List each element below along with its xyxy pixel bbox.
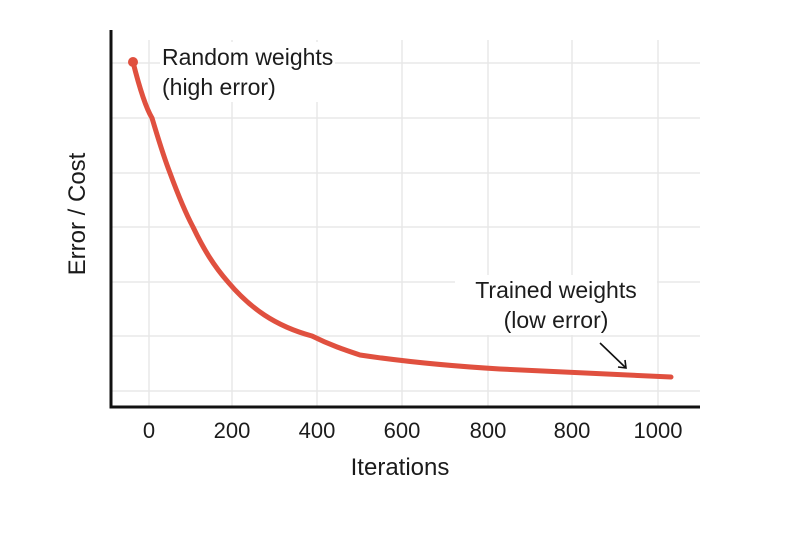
annotation-trained-line2: (low error)	[503, 307, 609, 333]
error-curve	[130, 59, 674, 380]
annotation-trained-line1: Trained weights	[475, 277, 637, 303]
annotation-random-line2: (high error)	[162, 74, 276, 100]
x-tick-800: 800	[469, 418, 507, 443]
x-axis-label: Iterations	[350, 454, 450, 481]
start-point-marker	[128, 57, 138, 67]
annotation-random-weights: Random weights (high error)	[160, 42, 336, 102]
grid	[111, 40, 700, 407]
x-tick-800-b: 800	[553, 418, 591, 443]
x-tick-1000: 1000	[633, 418, 683, 443]
annotation-trained-weights: Trained weights (low error)	[455, 275, 657, 335]
x-tick-200: 200	[213, 418, 251, 443]
x-tick-400: 400	[298, 418, 336, 443]
annotation-arrow	[599, 342, 627, 369]
annotation-random-line1: Random weights	[162, 44, 334, 70]
axes	[109, 30, 700, 409]
y-axis-label: Error / Cost	[64, 152, 91, 276]
x-tick-600: 600	[383, 418, 421, 443]
x-tick-0: 0	[142, 418, 156, 443]
